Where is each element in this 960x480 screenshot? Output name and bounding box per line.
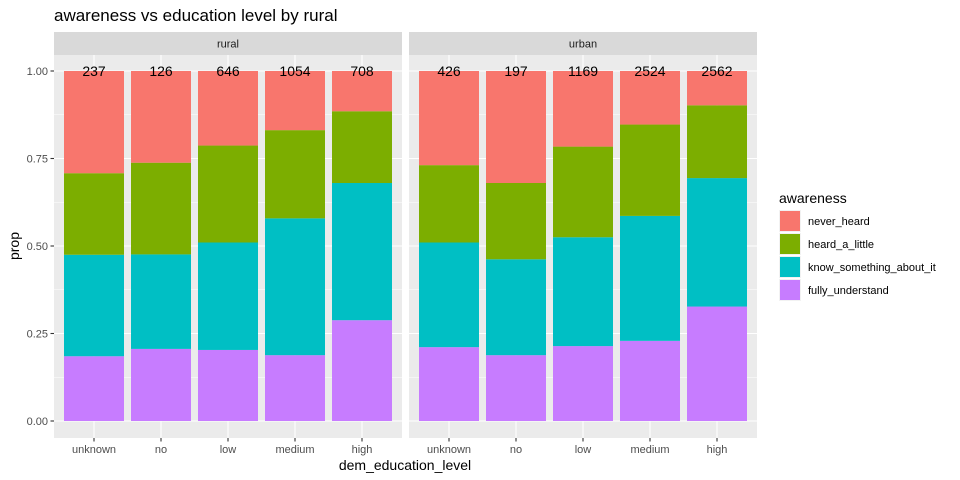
count-label: 708 [350, 63, 374, 79]
bar-segment-never-heard [486, 71, 546, 183]
bar-segment-heard-a-little [553, 146, 613, 238]
bars [419, 71, 747, 421]
bar-segment-never-heard [332, 71, 392, 112]
bar-segment-know-something-about-it [64, 254, 124, 357]
y-axis: 0.00 0.25 0.50 0.75 1.00 [27, 66, 54, 428]
y-axis-title: prop [6, 232, 22, 260]
bar-segment-fully-understand [64, 356, 124, 421]
y-tick-label: 0.50 [27, 241, 48, 253]
legend-title: awareness [779, 190, 847, 206]
legend-item-never-heard: never_heard [779, 210, 870, 232]
facet-strip [409, 32, 757, 55]
bar-segment-heard-a-little [131, 162, 191, 255]
bar-segment-never-heard [687, 71, 747, 106]
legend-item-fully-understand: fully_understand [779, 279, 889, 301]
bar-segment-know-something-about-it [332, 183, 392, 321]
bar-segment-know-something-about-it [620, 215, 680, 341]
facet-strip [54, 32, 402, 55]
y-tick-label: 0.00 [27, 416, 48, 428]
legend: awareness never_heard heard_a_little know_… [779, 190, 936, 301]
x-tick-label: low [575, 444, 592, 456]
y-tick-label: 0.25 [27, 329, 48, 341]
chart-title: awareness vs education level by rural [54, 6, 337, 25]
x-tick-label: medium [275, 444, 314, 456]
legend-items: never_heard heard_a_little know_something_… [779, 210, 936, 301]
bar-segment-fully-understand [553, 346, 613, 421]
bar-segment-know-something-about-it [486, 259, 546, 356]
y-tick-label: 0.75 [27, 154, 48, 166]
bar-segment-fully-understand [486, 355, 546, 421]
bar-segment-fully-understand [620, 340, 680, 421]
bar-segment-know-something-about-it [687, 178, 747, 307]
bar-segment-never-heard [198, 71, 258, 146]
bar-segment-heard-a-little [620, 124, 680, 216]
legend-swatch [780, 234, 800, 254]
bar-segment-heard-a-little [486, 183, 546, 260]
bar-segment-heard-a-little [332, 111, 392, 183]
bar-segment-heard-a-little [64, 173, 124, 255]
facet-panels: rural 237 126 646 1054 708 unknown no low medium h… [54, 32, 757, 456]
count-label: 426 [437, 63, 461, 79]
bar-segment-fully-understand [265, 355, 325, 421]
bar-segment-heard-a-little [198, 145, 258, 243]
bar-segment-never-heard [131, 71, 191, 163]
facet-strip-label: urban [569, 39, 597, 51]
count-label: 2524 [634, 63, 665, 79]
bar-segment-fully-understand [198, 349, 258, 421]
bar-segment-never-heard [64, 71, 124, 174]
bar-segment-never-heard [553, 71, 613, 147]
count-label: 646 [216, 63, 240, 79]
bar-segment-heard-a-little [265, 130, 325, 219]
bar-segment-never-heard [265, 71, 325, 131]
count-label: 2562 [701, 63, 732, 79]
bar-segment-know-something-about-it [553, 237, 613, 347]
y-tick-label: 1.00 [27, 66, 48, 78]
bar-segment-fully-understand [419, 347, 479, 421]
x-axis-title: dem_education_level [339, 457, 471, 473]
bar-segment-heard-a-little [687, 105, 747, 179]
legend-label: heard_a_little [808, 239, 874, 251]
legend-swatch [780, 280, 800, 300]
bars [64, 71, 392, 421]
bar-segment-fully-understand [332, 320, 392, 421]
legend-item-heard-a-little: heard_a_little [779, 233, 874, 255]
legend-swatch [780, 257, 800, 277]
count-label: 237 [82, 63, 106, 79]
bar-segment-fully-understand [131, 348, 191, 421]
x-tick-label: medium [630, 444, 669, 456]
x-tick-label: unknown [72, 444, 116, 456]
legend-label: fully_understand [808, 285, 889, 297]
x-tick-label: no [155, 444, 167, 456]
x-tick-label: low [220, 444, 237, 456]
facet-panel-rural: rural 237 126 646 1054 708 unknown no low medium h… [54, 32, 402, 456]
count-label: 1169 [568, 63, 598, 79]
bar-segment-heard-a-little [419, 165, 479, 243]
legend-swatch [780, 211, 800, 231]
bar-segment-know-something-about-it [198, 242, 258, 350]
facet-panel-urban: urban 426 197 1169 2524 2562 unknown no low mediu… [409, 32, 757, 456]
facet-strip-label: rural [217, 39, 239, 51]
bar-segment-never-heard [419, 71, 479, 166]
count-label: 1054 [279, 63, 310, 79]
bar-segment-know-something-about-it [265, 218, 325, 356]
legend-label: know_something_about_it [808, 262, 936, 274]
bar-segment-never-heard [620, 71, 680, 125]
x-tick-label: high [707, 444, 728, 456]
legend-item-know-something-about-it: know_something_about_it [779, 256, 936, 278]
x-tick-label: unknown [427, 444, 471, 456]
count-label: 197 [504, 63, 528, 79]
bar-segment-know-something-about-it [419, 242, 479, 348]
bar-segment-fully-understand [687, 306, 747, 421]
bar-segment-know-something-about-it [131, 254, 191, 349]
x-tick-label: no [510, 444, 522, 456]
legend-label: never_heard [808, 216, 870, 228]
x-tick-label: high [352, 444, 373, 456]
count-label: 126 [149, 63, 173, 79]
